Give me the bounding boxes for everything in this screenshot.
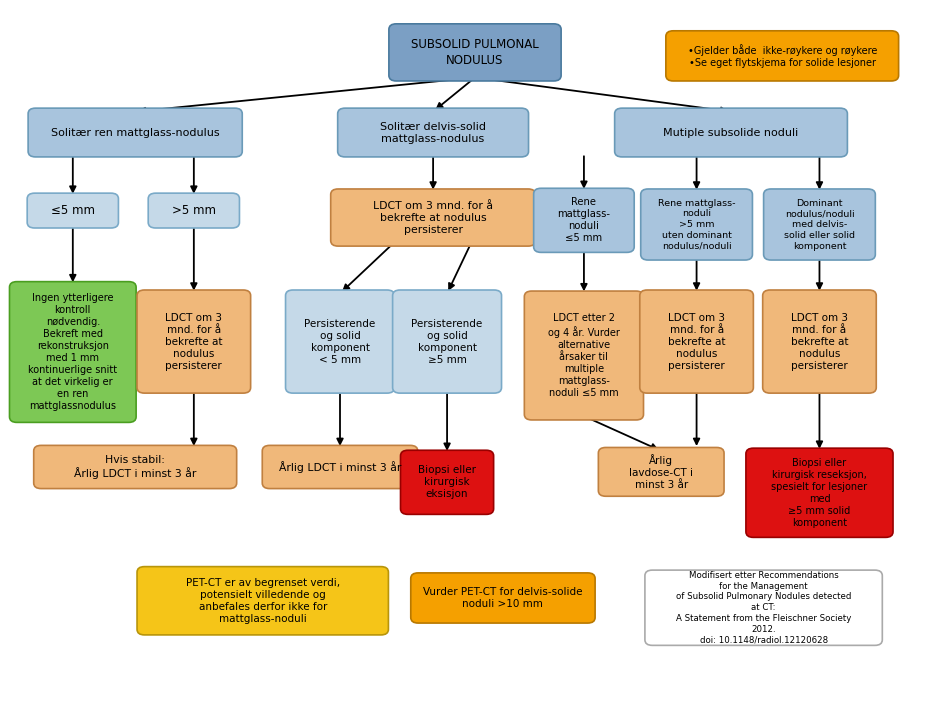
Text: Ingen ytterligere
kontroll
nødvendig.
Bekreft med
rekonstruksjon
med 1 mm
kontin: Ingen ytterligere kontroll nødvendig. Be… [28,293,118,411]
FancyBboxPatch shape [615,108,847,157]
Text: •Gjelder både  ikke-røykere og røykere
•Se eget flytskjema for solide lesjoner: •Gjelder både ikke-røykere og røykere •S… [688,44,877,68]
Text: SUBSOLID PULMONAL
NODULUS: SUBSOLID PULMONAL NODULUS [411,38,539,67]
FancyBboxPatch shape [389,24,561,81]
FancyBboxPatch shape [410,573,595,623]
FancyBboxPatch shape [524,291,643,420]
FancyBboxPatch shape [534,188,635,252]
Text: LDCT om 3 mnd. for å
bekrefte at nodulus
persisterer: LDCT om 3 mnd. for å bekrefte at nodulus… [373,201,493,235]
Text: Biopsi eller
kirurgisk
eksisjon: Biopsi eller kirurgisk eksisjon [418,465,476,499]
FancyBboxPatch shape [137,290,251,393]
FancyBboxPatch shape [33,445,237,488]
FancyBboxPatch shape [262,445,418,488]
FancyBboxPatch shape [401,450,494,514]
FancyBboxPatch shape [392,290,502,393]
Text: Solitær ren mattglass-nodulus: Solitær ren mattglass-nodulus [51,127,219,137]
FancyBboxPatch shape [28,193,119,228]
Text: Rene
mattglass-
noduli
≤5 mm: Rene mattglass- noduli ≤5 mm [558,198,611,243]
Text: Solitær delvis-solid
mattglass-nodulus: Solitær delvis-solid mattglass-nodulus [380,122,486,144]
FancyBboxPatch shape [337,108,528,157]
Text: >5 mm: >5 mm [172,204,216,217]
Text: LDCT om 3
mnd. for å
bekrefte at
nodulus
persisterer: LDCT om 3 mnd. for å bekrefte at nodulus… [165,313,222,370]
Text: Årlig
lavdose-CT i
minst 3 år: Årlig lavdose-CT i minst 3 år [629,454,693,490]
FancyBboxPatch shape [639,290,753,393]
Text: Persisterende
og solid
komponent
< 5 mm: Persisterende og solid komponent < 5 mm [304,319,375,365]
Text: Persisterende
og solid
komponent
≥5 mm: Persisterende og solid komponent ≥5 mm [411,319,483,365]
Text: LDCT om 3
mnd. for å
bekrefte at
nodulus
persisterer: LDCT om 3 mnd. for å bekrefte at nodulus… [790,313,848,370]
Text: LDCT etter 2
og 4 år. Vurder
alternative
årsaker til
multiple
mattglass-
noduli : LDCT etter 2 og 4 år. Vurder alternative… [548,314,619,397]
FancyBboxPatch shape [645,570,883,646]
FancyBboxPatch shape [666,31,899,81]
FancyBboxPatch shape [598,447,724,496]
Text: Vurder PET-CT for delvis-solide
noduli >10 mm: Vurder PET-CT for delvis-solide noduli >… [423,587,582,609]
FancyBboxPatch shape [331,189,536,246]
FancyBboxPatch shape [28,108,242,157]
Text: LDCT om 3
mnd. for å
bekrefte at
nodulus
persisterer: LDCT om 3 mnd. for å bekrefte at nodulus… [668,313,726,370]
FancyBboxPatch shape [746,448,893,538]
FancyBboxPatch shape [137,567,389,635]
FancyBboxPatch shape [148,193,239,228]
FancyBboxPatch shape [640,189,752,260]
FancyBboxPatch shape [764,189,875,260]
Text: Hvis stabil:
Årlig LDCT i minst 3 år: Hvis stabil: Årlig LDCT i minst 3 år [74,455,197,479]
Text: Modifisert etter Recommendations
for the Management
of Subsolid Pulmonary Nodule: Modifisert etter Recommendations for the… [675,571,851,644]
Text: Mutiple subsolide noduli: Mutiple subsolide noduli [663,127,799,137]
Text: Årlig LDCT i minst 3 år: Årlig LDCT i minst 3 år [278,461,401,473]
Text: Biopsi eller
kirurgisk reseksjon,
spesielt for lesjoner
med
≥5 mm solid
komponen: Biopsi eller kirurgisk reseksjon, spesie… [771,458,867,528]
Text: ≤5 mm: ≤5 mm [50,204,95,217]
FancyBboxPatch shape [763,290,876,393]
Text: PET-CT er av begrenset verdi,
potensielt villedende og
anbefales derfor ikke for: PET-CT er av begrenset verdi, potensielt… [185,578,340,624]
FancyBboxPatch shape [286,290,394,393]
Text: Dominant
nodulus/noduli
med delvis-
solid eller solid
komponent: Dominant nodulus/noduli med delvis- soli… [784,198,855,250]
Text: Rene mattglass-
noduli
>5 mm
uten dominant
nodulus/noduli: Rene mattglass- noduli >5 mm uten domina… [657,198,735,250]
FancyBboxPatch shape [10,282,136,422]
